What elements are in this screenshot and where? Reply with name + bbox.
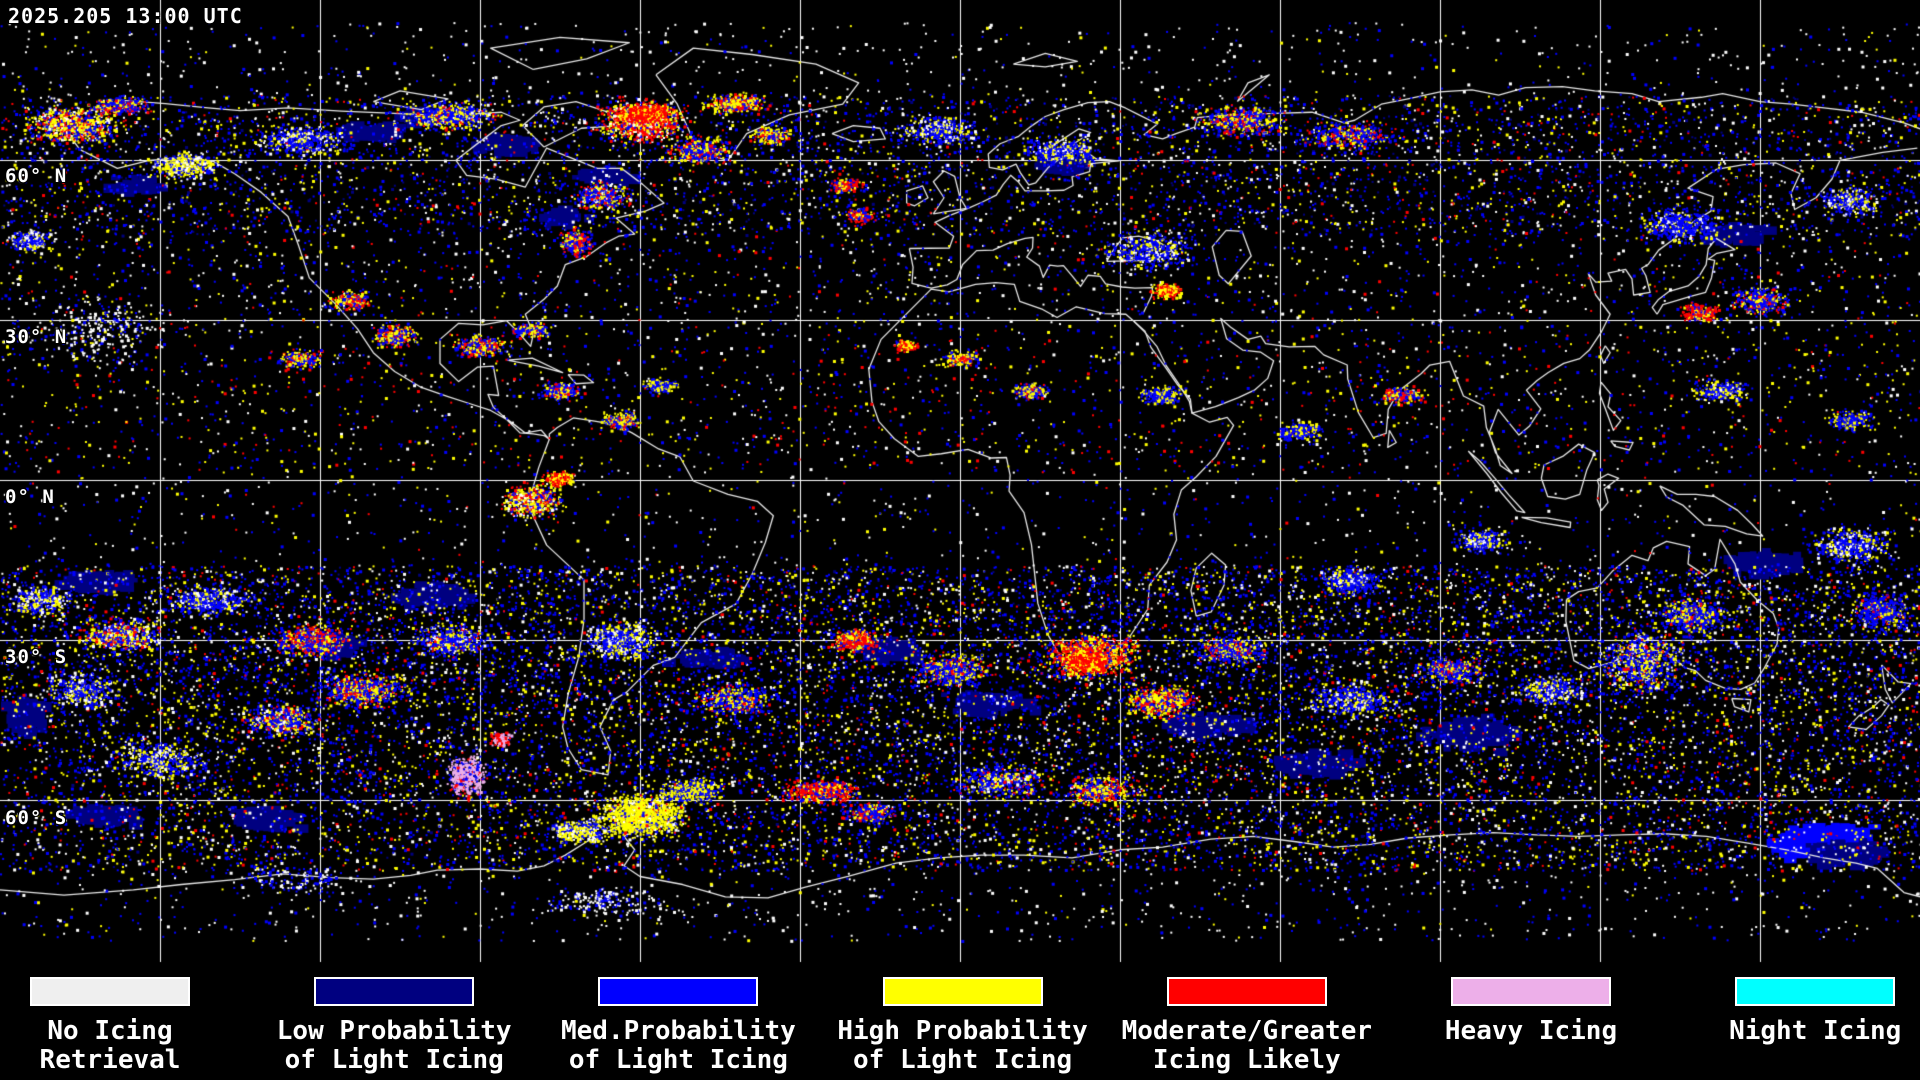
legend-swatch xyxy=(1166,977,1327,1006)
legend-entry: No Icing Retrieval xyxy=(0,977,260,1075)
legend-bar: No Icing Retrieval Low Probability of Lig… xyxy=(0,965,1920,1080)
legend-label: Heavy Icing xyxy=(1444,1016,1618,1046)
legend-label: Low Probability of Light Icing xyxy=(276,1016,512,1075)
legend-swatch xyxy=(30,977,190,1006)
lat-label-0n: 0° N xyxy=(5,486,55,508)
legend-swatch xyxy=(1451,977,1611,1006)
timestamp-label: 2025.205 13:00 UTC xyxy=(8,4,243,28)
legend-label: No Icing Retrieval xyxy=(39,1016,181,1075)
lat-label-60n: 60° N xyxy=(5,165,68,188)
legend-label: High Probability of Light Icing xyxy=(837,1016,1088,1075)
legend-entry: Night Icing xyxy=(1665,977,1920,1046)
legend-swatch xyxy=(314,977,475,1006)
lat-label-30s: 30° S xyxy=(5,646,68,669)
legend-entry: Low Probability of Light Icing xyxy=(244,977,544,1075)
legend-entry: High Probability of Light Icing xyxy=(813,977,1113,1075)
lat-label-30n: 30° N xyxy=(5,325,68,348)
legend-swatch xyxy=(882,977,1043,1006)
legend-entry: Med.Probability of Light Icing xyxy=(528,977,828,1075)
legend-label: Night Icing xyxy=(1729,1016,1902,1046)
legend-label: Moderate/Greater Icing Likely xyxy=(1121,1016,1373,1075)
legend-swatch xyxy=(598,977,759,1006)
lat-label-60s: 60° S xyxy=(5,806,68,829)
legend-label: Med.Probability of Light Icing xyxy=(560,1016,796,1075)
legend-entry: Moderate/Greater Icing Likely xyxy=(1097,977,1397,1075)
legend-entry: Heavy Icing xyxy=(1381,977,1681,1046)
legend-swatch xyxy=(1735,977,1896,1006)
